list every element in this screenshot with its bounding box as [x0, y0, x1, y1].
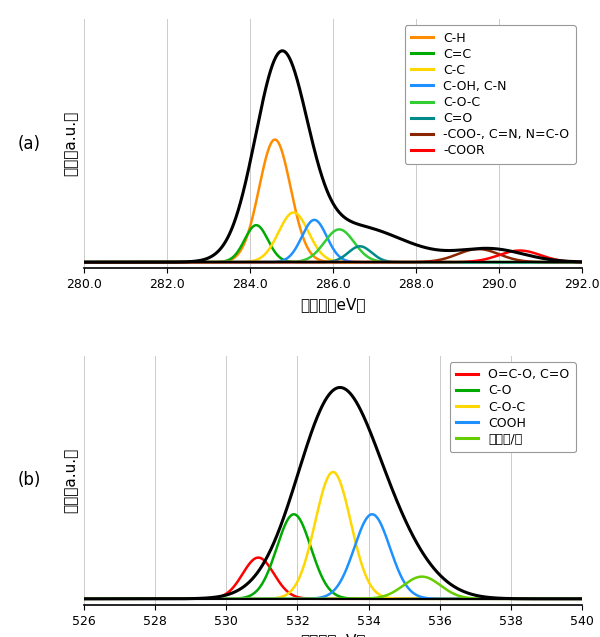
- Y-axis label: 强度（a.u.）: 强度（a.u.）: [64, 448, 79, 513]
- Text: (a): (a): [18, 135, 41, 153]
- Y-axis label: 强度（a.u.）: 强度（a.u.）: [64, 111, 79, 176]
- Legend: O=C-O, C=O, C-O, C-O-C, COOH, 吸附水/氧: O=C-O, C=O, C-O, C-O-C, COOH, 吸附水/氧: [449, 362, 576, 452]
- X-axis label: 结合能（eV）: 结合能（eV）: [300, 633, 366, 637]
- Legend: C-H, C=C, C-C, C-OH, C-N, C-O-C, C=O, -COO-, C=N, N=C-O, -COOR: C-H, C=C, C-C, C-OH, C-N, C-O-C, C=O, -C…: [404, 25, 576, 164]
- Text: (b): (b): [17, 471, 41, 489]
- X-axis label: 结合能（eV）: 结合能（eV）: [300, 297, 366, 311]
